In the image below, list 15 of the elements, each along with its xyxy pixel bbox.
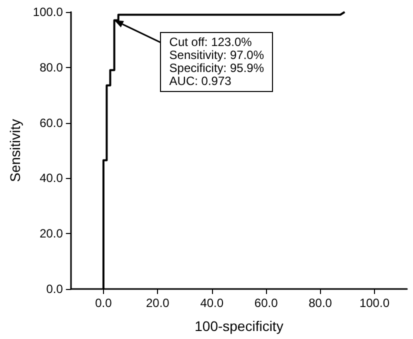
x-tick-label: 0.0 <box>95 296 112 310</box>
y-tick-label: 0.0 <box>46 282 64 296</box>
x-tick-label: 80.0 <box>308 296 332 310</box>
y-tick-label: 20.0 <box>40 226 64 241</box>
x-axis-title: 100-specificity <box>194 318 284 334</box>
x-tick-label: 60.0 <box>254 296 278 310</box>
annotation: Cut off: 123.0% Sensitivity: 97.0% Specificity: 95.9% AUC: 0.973 <box>160 32 273 92</box>
y-tick-label: 40.0 <box>40 171 64 186</box>
x-tick-label: 100.0 <box>359 296 390 310</box>
y-tick-label: 80.0 <box>40 60 64 74</box>
x-tick-label: 40.0 <box>200 296 224 310</box>
x-tick-label: 20.0 <box>146 296 170 310</box>
y-tick-label: 60.0 <box>40 116 64 130</box>
y-tick-label: 100.0 <box>32 5 64 19</box>
y-axis-title: Sensitivity <box>7 118 23 182</box>
